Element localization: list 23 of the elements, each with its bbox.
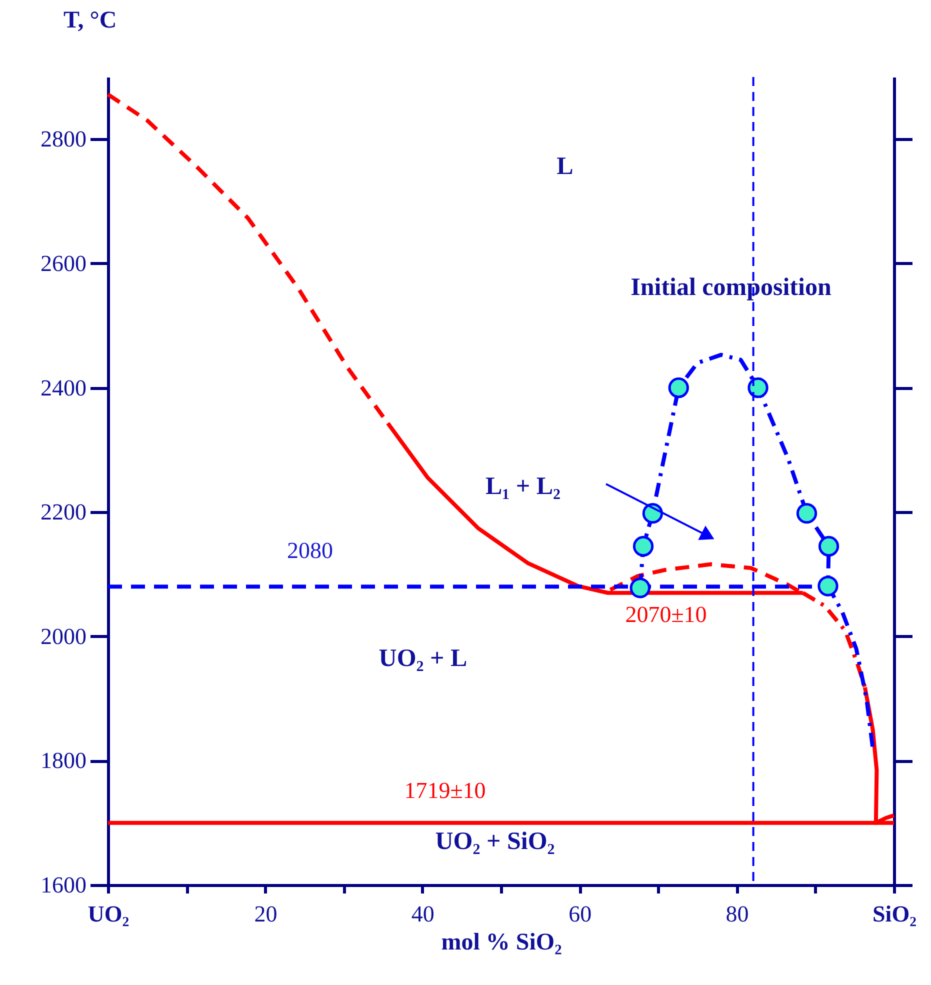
x-axis-title: mol % SiO₂ [441,930,562,956]
y-axis-title: T, °C [64,8,117,34]
y-tick-label: 2000 [40,624,86,649]
y-tick-label: 2800 [40,126,86,152]
x-tick-label: UO₂ [88,902,130,926]
y-tick-label: 1600 [40,872,86,898]
annotation: UO₂ + SiO₂ [435,828,555,855]
y-tick-label: 2600 [40,250,86,276]
y-tick-label: 2200 [40,500,86,525]
annotation: 1719±10 [404,778,486,803]
x-tick-label: 40 [411,902,434,926]
x-tick-label: 80 [726,902,749,926]
annotation: UO₂ + L [378,645,468,672]
annotation: 2070±10 [625,602,707,627]
y-tick-label: 2400 [40,375,86,400]
y-tick-label: 1800 [40,748,86,774]
x-tick-label: 60 [568,902,592,926]
annotation: L₁ + L₂ [485,473,561,500]
annotation: 2080 [287,538,333,563]
x-tick-label: 20 [254,902,278,926]
annotation: L [556,153,574,180]
annotation: Initial composition [630,274,832,301]
x-tick-label: SiO₂ [872,902,917,926]
